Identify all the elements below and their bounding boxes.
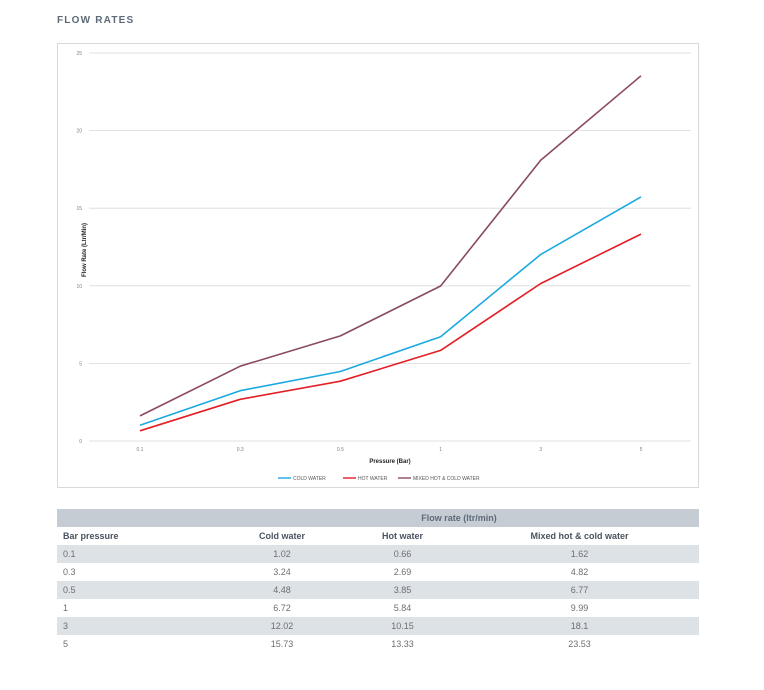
table-cell-hot: 0.66 xyxy=(344,545,461,563)
x-tick-label: 0.3 xyxy=(237,447,244,453)
table-row: 1 6.72 5.84 9.99 xyxy=(57,599,699,617)
x-tick-label: 0.5 xyxy=(337,447,344,453)
table-cell-hot: 3.85 xyxy=(344,581,461,599)
legend-label: COLD WATER xyxy=(293,476,326,482)
series-line-0 xyxy=(139,196,642,426)
table-cell-pressure: 0.5 xyxy=(57,581,219,599)
table-cell-pressure: 5 xyxy=(57,635,219,653)
table-cell-cold: 3.24 xyxy=(219,563,345,581)
table-cell-cold: 6.72 xyxy=(219,599,345,617)
table-cell-mixed: 23.53 xyxy=(460,635,699,653)
table-cell-mixed: 18.1 xyxy=(460,617,699,635)
section-heading: FLOW RATES xyxy=(57,15,135,26)
legend-label: HOT WATER xyxy=(358,476,388,482)
table-group-header-row: Flow rate (ltr/min) xyxy=(57,509,699,527)
table-row: 0.5 4.48 3.85 6.77 xyxy=(57,581,699,599)
table-cell-hot: 10.15 xyxy=(344,617,461,635)
table-cell-pressure: 1 xyxy=(57,599,219,617)
table-cell-hot: 13.33 xyxy=(344,635,461,653)
column-header-bar-pressure: Bar pressure xyxy=(57,527,219,545)
table-group-header-spacer xyxy=(57,509,219,527)
table-cell-cold: 1.02 xyxy=(219,545,345,563)
table-cell-cold: 12.02 xyxy=(219,617,345,635)
table-cell-cold: 15.73 xyxy=(219,635,345,653)
legend-label: MIXED HOT & COLD WATER xyxy=(413,476,480,482)
series-line-1 xyxy=(139,233,642,432)
flow-rate-chart: 0 5 10 15 20 25 0.1 0.3 0.5 1 3 5 Pressure (Bar) Flow… xyxy=(57,43,699,488)
y-tick-label: 15 xyxy=(76,206,82,212)
x-tick-label: 1 xyxy=(439,447,442,453)
table-cell-pressure: 0.1 xyxy=(57,545,219,563)
flow-rate-table: Flow rate (ltr/min) Bar pressure Cold wa… xyxy=(57,509,699,653)
x-axis-title: Pressure (Bar) xyxy=(369,459,410,465)
series-line-2 xyxy=(139,75,642,417)
table-cell-hot: 5.84 xyxy=(344,599,461,617)
flow-rate-chart-svg: 0 5 10 15 20 25 0.1 0.3 0.5 1 3 5 Pressure (Bar) Flow… xyxy=(76,51,691,482)
y-tick-label: 10 xyxy=(76,284,82,290)
column-header-hot-water: Hot water xyxy=(344,527,461,545)
table-cell-hot: 2.69 xyxy=(344,563,461,581)
table-cell-mixed: 9.99 xyxy=(460,599,699,617)
x-tick-label: 5 xyxy=(640,447,643,453)
table-cell-mixed: 6.77 xyxy=(460,581,699,599)
y-tick-label: 5 xyxy=(79,361,82,367)
table-row: 5 15.73 13.33 23.53 xyxy=(57,635,699,653)
table-row: 0.1 1.02 0.66 1.62 xyxy=(57,545,699,563)
table-cell-mixed: 1.62 xyxy=(460,545,699,563)
column-header-cold-water: Cold water xyxy=(219,527,345,545)
y-tick-label: 25 xyxy=(76,51,82,57)
y-tick-label: 20 xyxy=(76,129,82,135)
column-header-mixed-water: Mixed hot & cold water xyxy=(460,527,699,545)
table-row: 3 12.02 10.15 18.1 xyxy=(57,617,699,635)
table-cell-pressure: 3 xyxy=(57,617,219,635)
table-cell-cold: 4.48 xyxy=(219,581,345,599)
table-column-header-row: Bar pressure Cold water Hot water Mixed … xyxy=(57,527,699,545)
x-tick-label: 3 xyxy=(539,447,542,453)
y-tick-label: 0 xyxy=(79,439,82,445)
y-axis-title: Flow Rate (Ltr/Min) xyxy=(82,223,88,277)
table-cell-pressure: 0.3 xyxy=(57,563,219,581)
table-row: 0.3 3.24 2.69 4.82 xyxy=(57,563,699,581)
x-tick-label: 0.1 xyxy=(137,447,144,453)
table-group-header: Flow rate (ltr/min) xyxy=(219,509,699,527)
table-cell-mixed: 4.82 xyxy=(460,563,699,581)
